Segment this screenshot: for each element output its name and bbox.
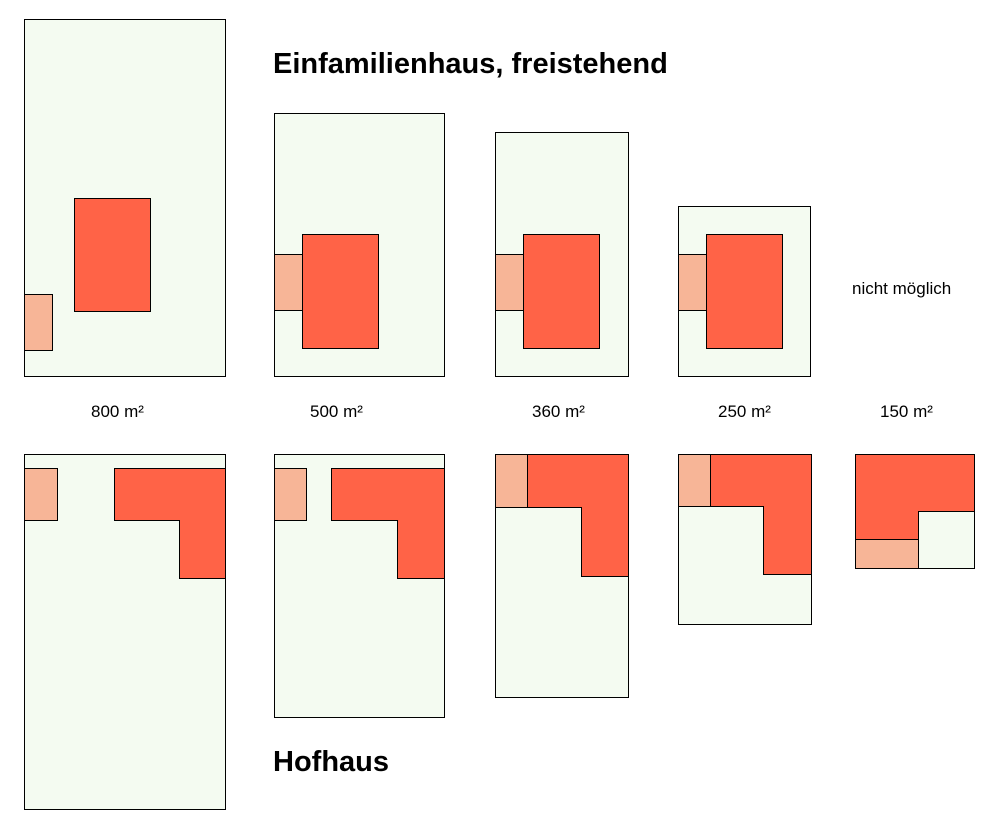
detached-garage-500 xyxy=(274,254,303,311)
detached-garage-250 xyxy=(678,254,707,311)
detached-house-360 xyxy=(523,234,600,349)
area-label-150: 150 m² xyxy=(880,402,933,421)
courtyard-house-150 xyxy=(855,454,975,540)
area-label-360: 360 m² xyxy=(532,402,585,421)
courtyard-house-shape-800 xyxy=(114,468,226,579)
area-label-800: 800 m² xyxy=(91,402,144,421)
courtyard-garage-800 xyxy=(24,468,58,521)
area-label-500: 500 m² xyxy=(310,402,363,421)
courtyard-garage-500 xyxy=(274,468,307,521)
not-possible-label: nicht möglich xyxy=(852,279,952,298)
courtyard-house-500 xyxy=(331,468,445,579)
detached-house-500 xyxy=(302,234,379,349)
detached-house-250 xyxy=(706,234,783,349)
courtyard-garage-150 xyxy=(855,539,919,569)
courtyard-garage-360 xyxy=(495,454,528,508)
courtyard-house-shape-500 xyxy=(331,468,445,579)
detached-garage-360 xyxy=(495,254,524,311)
courtyard-house-800 xyxy=(114,468,226,579)
detached-garage-800 xyxy=(24,294,53,351)
title-courtyard: Hofhaus xyxy=(273,746,389,778)
area-label-250: 250 m² xyxy=(718,402,771,421)
title-detached: Einfamilienhaus, freistehend xyxy=(273,48,668,80)
courtyard-garage-250 xyxy=(678,454,711,507)
detached-house-800 xyxy=(74,198,151,312)
